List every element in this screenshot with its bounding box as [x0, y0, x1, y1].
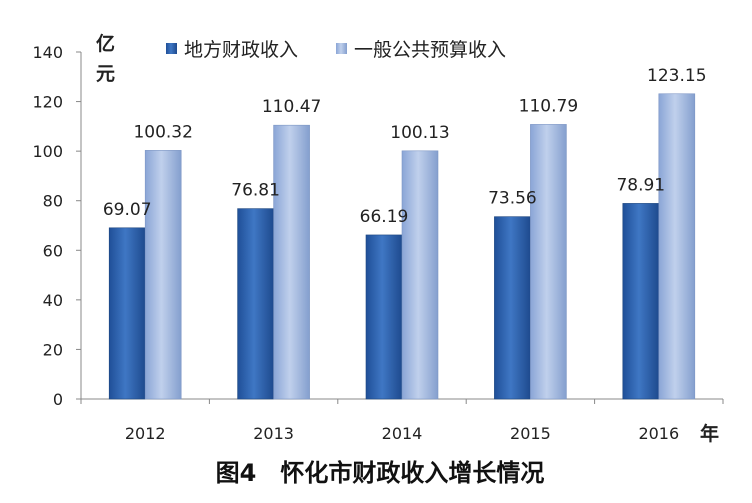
data-label: 73.56 [488, 189, 537, 209]
data-label: 76.81 [231, 181, 280, 201]
legend-label-public-budget: 一般公共预算收入 [354, 39, 506, 61]
bar-local-revenue [108, 227, 146, 400]
legend-label-local-revenue: 地方财政收入 [184, 39, 298, 61]
bar-public-budget [273, 124, 310, 400]
bar-local-revenue [622, 203, 660, 400]
bars [108, 93, 696, 400]
x-tick-label: 2016 [638, 424, 679, 443]
legend: 地方财政收入 一般公共预算收入 [166, 39, 506, 61]
x-unit-label: 年 [700, 422, 719, 445]
bar-public-budget [401, 150, 439, 400]
y-tick-label: 140 [32, 43, 63, 62]
data-label: 110.79 [519, 96, 578, 116]
x-tick-label: 2014 [382, 424, 423, 443]
bar-local-revenue [365, 234, 403, 400]
data-label: 100.32 [133, 122, 192, 142]
y-tick-label: 40 [43, 291, 63, 310]
x-tick-label: 2015 [510, 424, 551, 443]
x-ticks: 2012 2013 2014 2015 2016 [80, 399, 724, 443]
data-labels: 69.07 100.32 76.81 110.47 66.19 100.13 73.56 11… [103, 66, 707, 227]
y-unit-label-2: 元 [96, 63, 115, 85]
bar-public-budget [658, 93, 696, 400]
y-tick-label: 120 [32, 93, 63, 112]
data-label: 100.13 [390, 123, 449, 143]
y-unit-label-1: 亿 [96, 32, 115, 55]
data-label: 69.07 [103, 200, 152, 220]
legend-swatch-local-revenue [166, 43, 177, 54]
chart-title: 图4 怀化市财政收入增长情况 [216, 459, 545, 487]
x-tick-label: 2012 [125, 424, 166, 443]
data-label: 78.91 [616, 175, 665, 195]
data-label: 110.47 [262, 97, 321, 117]
y-tick-label: 60 [43, 241, 63, 260]
y-tick-label: 20 [43, 340, 63, 359]
y-ticks: 0 20 40 60 80 100 120 140 [32, 43, 81, 409]
x-tick-label: 2013 [253, 424, 294, 443]
y-tick-label: 0 [53, 390, 63, 409]
y-tick-label: 100 [32, 142, 63, 161]
bar-local-revenue [237, 208, 274, 400]
y-tick-label: 80 [43, 192, 63, 211]
bar-local-revenue [494, 216, 531, 400]
bar-public-budget [144, 150, 182, 400]
data-label: 66.19 [360, 207, 409, 227]
bar-public-budget [530, 124, 567, 400]
data-label: 123.15 [647, 66, 706, 86]
legend-swatch-public-budget [336, 43, 347, 54]
